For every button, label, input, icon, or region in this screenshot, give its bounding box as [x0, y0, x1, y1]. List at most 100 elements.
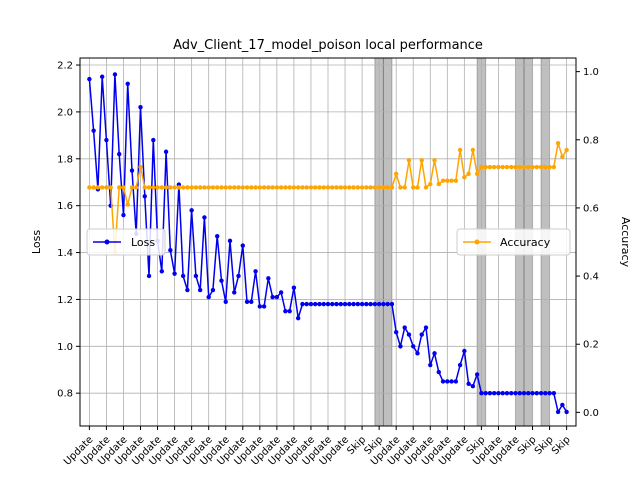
left-tick-label: 2.2	[57, 61, 73, 72]
loss-point	[521, 390, 527, 396]
accuracy-point	[253, 185, 258, 190]
loss-point	[138, 105, 143, 110]
accuracy-point	[509, 164, 514, 170]
accuracy-point	[526, 164, 531, 170]
loss-point	[530, 390, 535, 396]
accuracy-point	[151, 185, 156, 190]
loss-point	[555, 409, 561, 415]
loss-point	[428, 362, 433, 368]
loss-point	[249, 299, 254, 304]
accuracy-point	[321, 185, 326, 190]
accuracy-point	[538, 164, 544, 170]
loss-point	[304, 301, 309, 307]
accuracy-point	[517, 164, 522, 170]
legend-accuracy: Accuracy	[456, 228, 571, 256]
accuracy-point	[125, 202, 130, 207]
accuracy-point	[249, 185, 254, 190]
accuracy-point	[462, 175, 467, 180]
loss-point	[342, 301, 348, 307]
loss-point	[227, 238, 233, 244]
accuracy-point	[334, 185, 339, 190]
loss-point	[172, 271, 177, 276]
loss-point	[308, 301, 314, 307]
left-tick-label: 1.8	[57, 154, 73, 165]
right-tick-label: 0.2	[583, 340, 599, 351]
loss-point	[372, 301, 378, 307]
accuracy-point	[257, 185, 263, 190]
accuracy-point	[457, 147, 463, 153]
loss-point	[291, 285, 297, 290]
accuracy-point	[138, 164, 143, 170]
loss-point	[483, 390, 488, 396]
accuracy-point	[419, 158, 424, 163]
accuracy-point	[330, 185, 335, 190]
accuracy-point	[189, 185, 194, 190]
loss-point	[253, 269, 258, 274]
accuracy-point	[266, 185, 271, 190]
accuracy-point	[551, 164, 557, 170]
accuracy-point	[355, 185, 361, 190]
loss-point	[526, 390, 531, 396]
loss-point	[351, 301, 356, 307]
loss-point	[432, 351, 437, 356]
loss-point	[462, 348, 467, 354]
loss-point	[104, 137, 109, 143]
loss-point	[376, 301, 382, 307]
legend-loss-label: Loss	[131, 236, 155, 249]
accuracy-point	[244, 185, 250, 190]
accuracy-point	[236, 185, 241, 190]
accuracy-point	[564, 147, 569, 153]
loss-point	[295, 315, 301, 321]
loss-point	[517, 390, 522, 396]
accuracy-point	[197, 185, 203, 190]
accuracy-point	[95, 185, 101, 190]
loss-point	[87, 76, 92, 82]
accuracy-point	[487, 164, 493, 170]
right-tick-label: 0.8	[583, 135, 599, 146]
right-axis-label: Accuracy	[619, 217, 632, 268]
accuracy-point	[274, 185, 280, 190]
accuracy-point	[483, 164, 488, 170]
loss-point	[193, 273, 199, 279]
accuracy-point	[172, 185, 177, 190]
accuracy-point	[521, 164, 527, 170]
accuracy-point	[193, 185, 199, 190]
accuracy-point	[513, 164, 518, 170]
accuracy-point	[300, 185, 305, 190]
loss-point	[330, 301, 335, 307]
loss-point	[564, 409, 569, 415]
loss-point	[168, 248, 173, 253]
loss-point	[266, 276, 271, 281]
accuracy-point	[215, 185, 220, 190]
accuracy-point	[227, 185, 233, 190]
accuracy-point	[560, 154, 565, 160]
accuracy-point	[325, 185, 331, 190]
accuracy-point	[406, 158, 412, 163]
loss-point	[159, 269, 165, 274]
accuracy-point	[210, 185, 216, 190]
accuracy-point	[440, 178, 446, 183]
x-axis: UpdateUpdateUpdateUpdateUpdateUpdateUpda…	[62, 426, 573, 468]
left-tick-label: 0.8	[57, 389, 73, 400]
loss-point	[189, 208, 194, 213]
loss-point	[274, 294, 280, 300]
loss-point	[117, 151, 122, 157]
loss-point	[436, 369, 441, 375]
accuracy-point	[104, 185, 109, 190]
loss-point	[317, 301, 322, 307]
loss-point	[338, 301, 343, 307]
accuracy-point	[359, 185, 365, 190]
loss-point	[355, 301, 361, 307]
right-tick-label: 1.0	[583, 67, 599, 78]
loss-point	[470, 383, 476, 389]
loss-point	[500, 390, 505, 396]
right-tick-label: 0.6	[583, 203, 599, 214]
loss-point	[466, 381, 471, 387]
accuracy-point	[393, 171, 399, 177]
loss-point	[215, 233, 220, 239]
loss-point	[423, 325, 429, 330]
loss-point	[487, 390, 493, 396]
loss-point	[411, 344, 416, 349]
loss-point	[453, 379, 459, 384]
loss-point	[419, 332, 424, 337]
